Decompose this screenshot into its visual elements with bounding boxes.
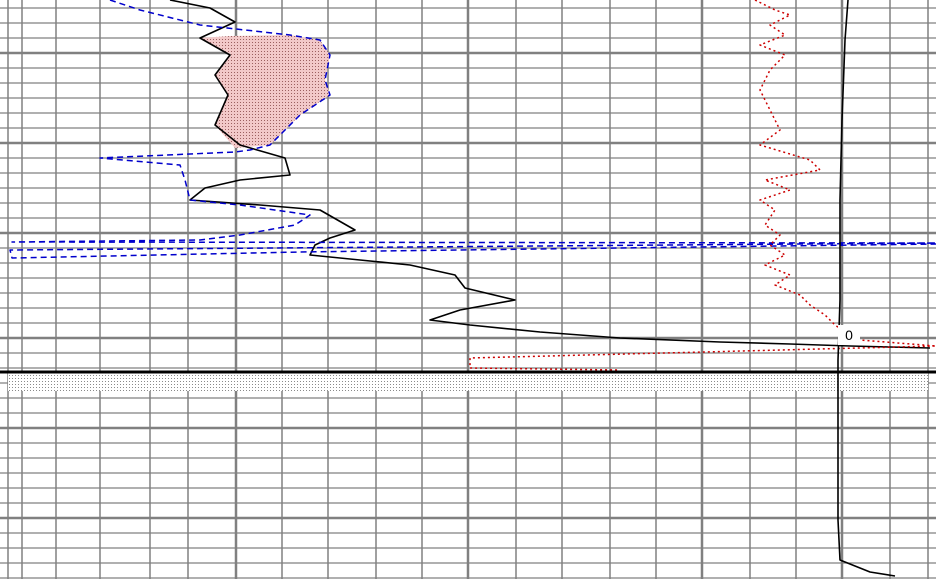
series-line-4	[837, 0, 896, 577]
zero-marker-box	[838, 325, 860, 345]
series-line-2	[9, 0, 936, 259]
crossover-shading	[200, 35, 330, 148]
zero-marker-label: 0	[845, 327, 853, 343]
zero-marker: 0	[838, 325, 860, 345]
curve-layer	[9, 0, 936, 577]
formation-band	[8, 373, 928, 391]
series-line-1	[169, 0, 931, 349]
